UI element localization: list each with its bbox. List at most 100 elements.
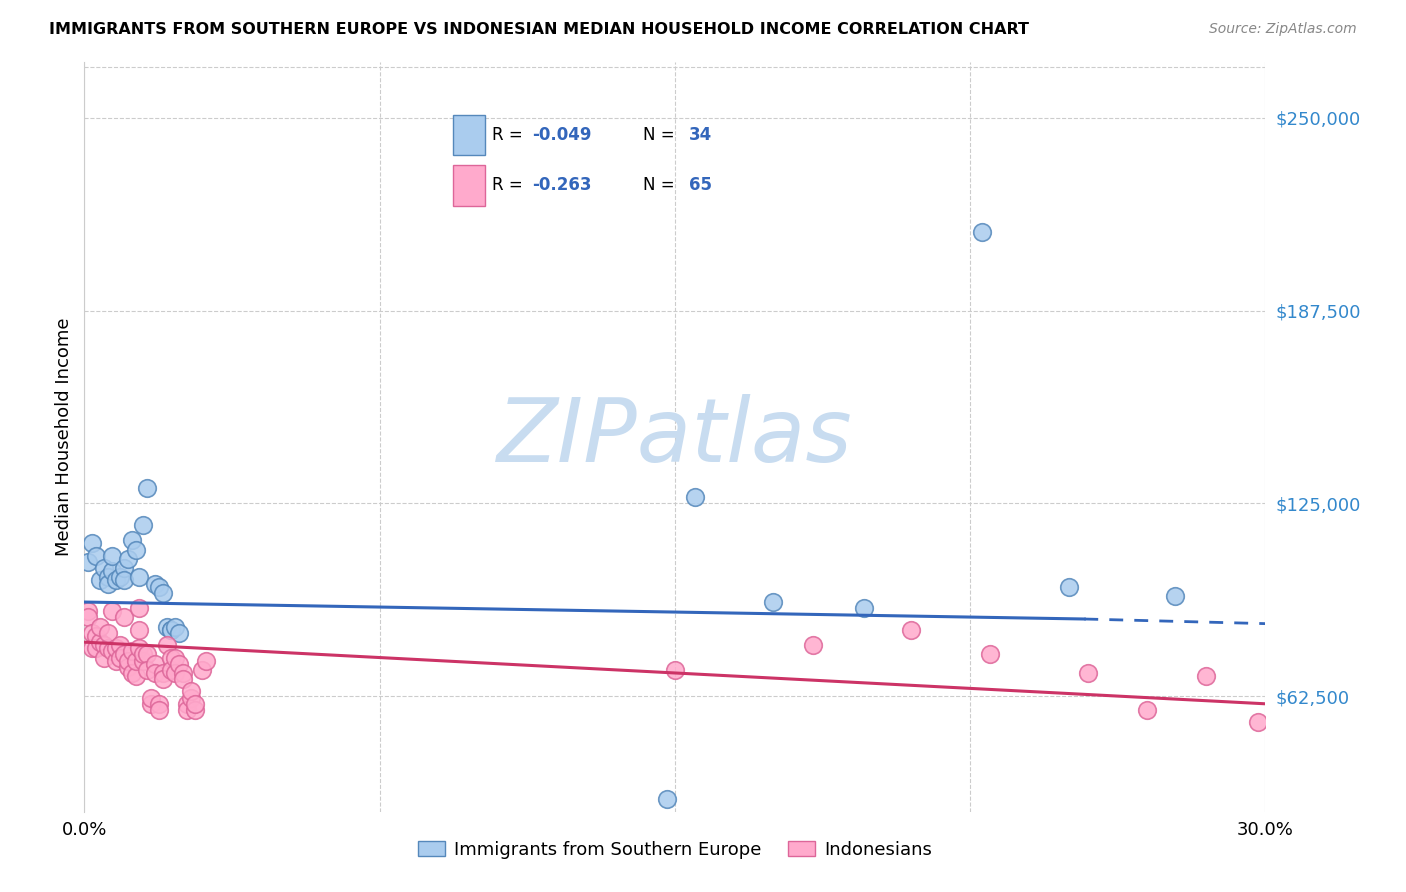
Text: ZIPatlas: ZIPatlas	[498, 394, 852, 480]
Point	[132, 654, 155, 668]
Legend: Immigrants from Southern Europe, Indonesians: Immigrants from Southern Europe, Indones…	[411, 834, 939, 866]
Point	[172, 672, 194, 686]
Point	[148, 580, 170, 594]
Point	[160, 663, 183, 677]
Point	[97, 570, 120, 584]
Point	[1195, 669, 1218, 683]
Point	[124, 542, 146, 557]
Point	[121, 665, 143, 680]
Point	[852, 601, 875, 615]
Point	[77, 555, 100, 569]
Point	[112, 574, 135, 588]
Point	[89, 635, 111, 649]
Point	[132, 518, 155, 533]
Point	[136, 663, 159, 677]
Point	[141, 690, 163, 705]
Point	[136, 481, 159, 495]
Point	[121, 533, 143, 548]
Point	[979, 648, 1001, 662]
Point	[143, 665, 166, 680]
Point	[84, 549, 107, 563]
Point	[128, 570, 150, 584]
Point	[104, 574, 127, 588]
Text: -0.263: -0.263	[533, 177, 592, 194]
Bar	[453, 114, 485, 155]
Point	[1246, 715, 1268, 730]
Point	[97, 576, 120, 591]
Point	[163, 665, 186, 680]
Point	[900, 623, 922, 637]
Text: R =: R =	[492, 177, 529, 194]
Point	[89, 574, 111, 588]
Text: 34: 34	[689, 126, 713, 144]
Point	[167, 657, 190, 671]
Point	[117, 552, 139, 566]
Point	[970, 225, 993, 239]
Point	[84, 641, 107, 656]
Point	[683, 490, 706, 504]
Point	[172, 665, 194, 680]
Point	[84, 629, 107, 643]
Point	[160, 650, 183, 665]
Point	[1057, 580, 1080, 594]
Point	[82, 536, 104, 550]
Point	[93, 638, 115, 652]
Point	[121, 644, 143, 658]
Point	[136, 648, 159, 662]
Point	[180, 684, 202, 698]
Point	[101, 604, 124, 618]
Point	[191, 663, 214, 677]
Point	[89, 620, 111, 634]
Point	[664, 663, 686, 677]
Point	[152, 672, 174, 686]
Point	[112, 648, 135, 662]
Point	[148, 703, 170, 717]
Point	[108, 570, 131, 584]
Point	[77, 604, 100, 618]
Text: -0.049: -0.049	[533, 126, 592, 144]
Point	[112, 561, 135, 575]
Point	[128, 623, 150, 637]
Point	[1136, 703, 1159, 717]
Text: R =: R =	[492, 126, 529, 144]
Point	[97, 626, 120, 640]
Text: N =: N =	[643, 177, 681, 194]
Point	[112, 610, 135, 624]
Point	[82, 641, 104, 656]
Point	[143, 576, 166, 591]
Point	[148, 697, 170, 711]
Y-axis label: Median Household Income: Median Household Income	[55, 318, 73, 557]
Point	[183, 703, 205, 717]
Point	[82, 626, 104, 640]
Point	[195, 654, 218, 668]
Point	[108, 650, 131, 665]
Point	[93, 561, 115, 575]
Text: Source: ZipAtlas.com: Source: ZipAtlas.com	[1209, 22, 1357, 37]
Point	[183, 697, 205, 711]
Point	[180, 690, 202, 705]
Point	[77, 610, 100, 624]
Point	[176, 697, 198, 711]
Point	[128, 601, 150, 615]
Point	[124, 669, 146, 683]
Point	[101, 644, 124, 658]
Point	[160, 623, 183, 637]
Point	[108, 638, 131, 652]
Point	[176, 703, 198, 717]
Text: N =: N =	[643, 126, 681, 144]
Point	[152, 665, 174, 680]
Point	[163, 650, 186, 665]
Point	[152, 586, 174, 600]
Point	[97, 641, 120, 656]
Point	[124, 654, 146, 668]
Point	[93, 650, 115, 665]
Point	[141, 697, 163, 711]
Point	[104, 641, 127, 656]
Point	[1164, 589, 1187, 603]
Text: 65: 65	[689, 177, 711, 194]
Point	[132, 648, 155, 662]
Bar	[453, 165, 485, 205]
Point	[655, 792, 678, 806]
Point	[167, 626, 190, 640]
Point	[156, 620, 179, 634]
